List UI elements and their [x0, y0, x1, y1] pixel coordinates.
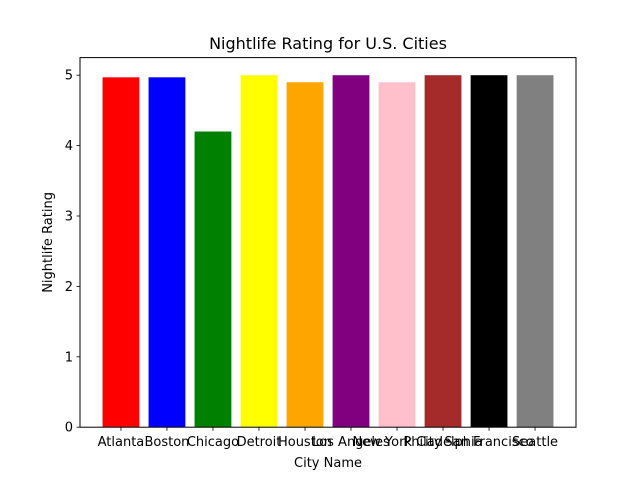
bar-atlanta: [102, 77, 140, 428]
bar-san-francisco: [470, 75, 508, 428]
bar-philadelphia: [424, 75, 462, 428]
y-axis-ticks: 0 1 2 3 4 5: [65, 69, 80, 436]
bar-detroit: [240, 75, 278, 428]
plot-frame: [79, 57, 577, 428]
y-tick-label: 3: [65, 210, 73, 225]
chart-title: Nightlife Rating for U.S. Cities: [209, 34, 447, 53]
x-tick-label: Chicago: [187, 435, 239, 450]
y-tick-label: 4: [65, 139, 73, 154]
y-tick-label: 0: [65, 421, 73, 436]
x-tick-label: Philadelphia: [403, 435, 482, 450]
x-tick-label: Atlanta: [98, 435, 145, 450]
y-tick-label: 5: [65, 69, 73, 84]
x-tick-label: New York City: [352, 435, 441, 450]
bar-los-angeles: [332, 75, 370, 428]
x-tick-label: Detroit: [237, 435, 282, 450]
bar-seattle: [516, 75, 554, 428]
x-tick-label: Seattle: [512, 435, 558, 450]
x-tick-label: Houston: [278, 435, 332, 450]
y-tick-label: 1: [65, 350, 73, 365]
bar-chicago: [194, 131, 232, 428]
x-tick-label: San Francisco: [444, 435, 533, 450]
x-tick-label: Los Angeles: [312, 435, 390, 450]
x-tick-label: Boston: [144, 435, 189, 450]
bar-houston: [286, 82, 324, 428]
y-axis-label: Nightlife Rating: [41, 192, 56, 293]
bar-boston: [148, 77, 186, 428]
x-axis-label: City Name: [294, 456, 362, 471]
y-tick-label: 2: [65, 280, 73, 295]
bars-layer: [102, 75, 554, 428]
bar-new-york-city: [378, 82, 416, 428]
